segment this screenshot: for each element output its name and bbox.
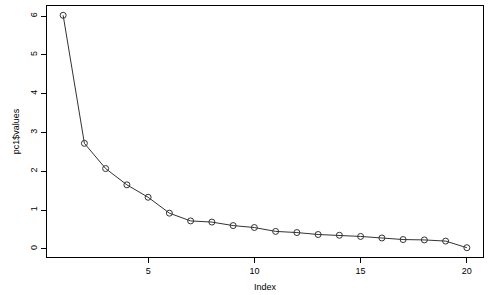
svg-text:2: 2 [29, 167, 39, 172]
svg-text:15: 15 [356, 266, 366, 276]
svg-text:1: 1 [29, 206, 39, 211]
svg-text:pc1$values: pc1$values [11, 108, 21, 154]
svg-text:10: 10 [249, 266, 259, 276]
svg-text:Index: Index [254, 282, 277, 292]
svg-text:5: 5 [146, 266, 151, 276]
svg-text:3: 3 [29, 129, 39, 134]
svg-text:0: 0 [29, 245, 39, 250]
svg-text:5: 5 [29, 51, 39, 56]
svg-text:4: 4 [29, 90, 39, 95]
svg-text:20: 20 [462, 266, 472, 276]
svg-text:6: 6 [29, 12, 39, 17]
